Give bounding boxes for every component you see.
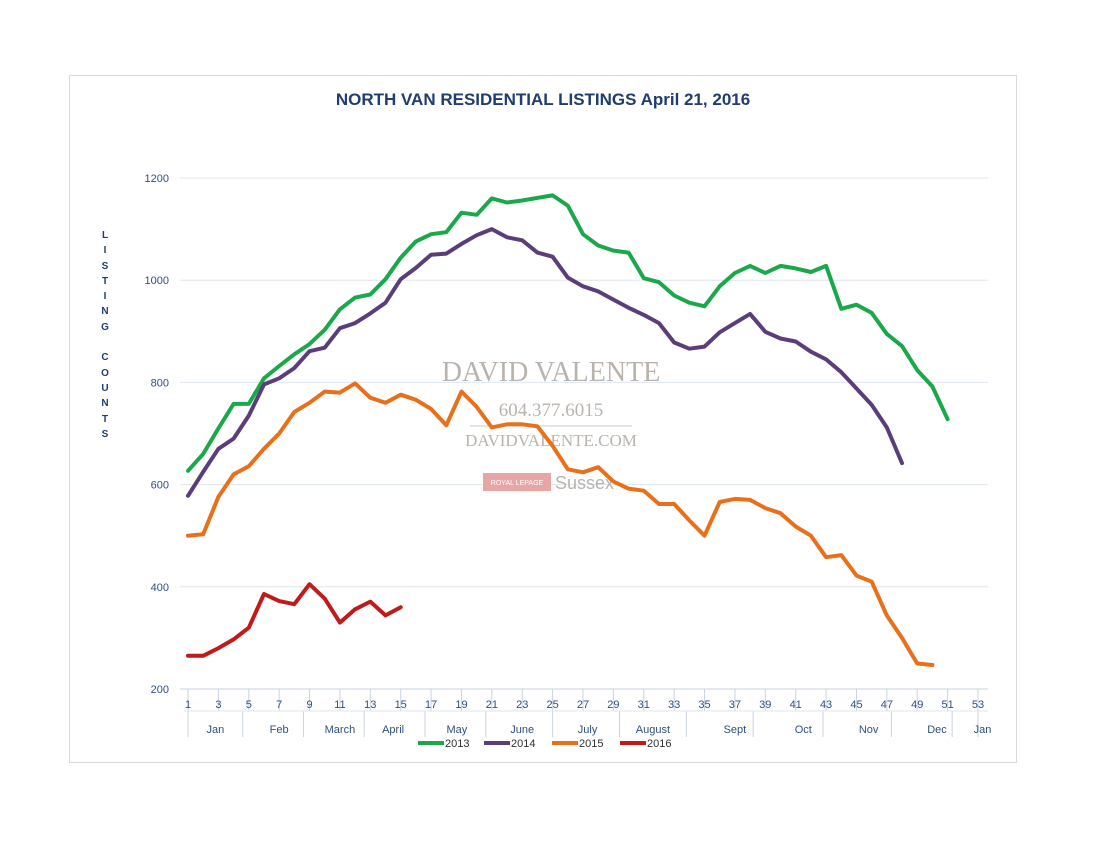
y-axis-label-letter: S xyxy=(101,428,109,440)
x-tick-label: 13 xyxy=(364,699,376,711)
x-tick-label: 45 xyxy=(850,699,862,711)
x-tick-label: 49 xyxy=(911,699,923,711)
x-tick-label: 17 xyxy=(425,699,437,711)
x-tick-label: 5 xyxy=(246,699,252,711)
y-axis-label-letter: T xyxy=(101,275,109,287)
y-axis-label-letter: C xyxy=(101,352,109,364)
y-tick-label: 400 xyxy=(151,582,169,594)
legend-label: 2013 xyxy=(445,738,469,750)
y-tick-label: 1200 xyxy=(145,173,169,185)
series-line-2013 xyxy=(186,193,950,473)
month-label: March xyxy=(325,724,356,736)
y-axis-label-letter: G xyxy=(101,321,109,333)
brand-name: Sussex xyxy=(555,473,614,493)
brand-logo-text: ROYAL LEPAGE xyxy=(491,480,544,487)
x-tick-label: 35 xyxy=(698,699,710,711)
y-axis-label-letter: S xyxy=(101,260,109,272)
y-axis-label-letter: O xyxy=(101,367,109,379)
y-tick-label: 200 xyxy=(151,684,169,696)
x-tick-label: 25 xyxy=(546,699,558,711)
chart-frame xyxy=(69,75,1017,763)
watermark-phone: 604.377.6015 xyxy=(499,400,604,421)
y-tick-label: 1000 xyxy=(145,275,169,287)
month-label: Jan xyxy=(974,724,992,736)
x-tick-label: 43 xyxy=(820,699,832,711)
x-tick-label: 39 xyxy=(759,699,771,711)
month-label: Jan xyxy=(206,724,224,736)
month-label: Sept xyxy=(724,724,747,736)
x-tick-label: 3 xyxy=(215,699,221,711)
month-label: Nov xyxy=(859,724,879,736)
y-tick-label: 600 xyxy=(151,480,169,492)
y-tick-label: 800 xyxy=(151,377,169,389)
x-tick-label: 15 xyxy=(395,699,407,711)
legend-label: 2015 xyxy=(579,738,603,750)
x-tick-label: 23 xyxy=(516,699,528,711)
watermark-name: DAVID VALENTE xyxy=(442,357,661,388)
x-tick-label: 41 xyxy=(790,699,802,711)
x-tick-label: 27 xyxy=(577,699,589,711)
y-axis-label-letter: U xyxy=(101,382,109,394)
x-tick-label: 33 xyxy=(668,699,680,711)
x-tick-label: 11 xyxy=(334,699,345,711)
series-line-2015 xyxy=(186,381,935,667)
y-axis-label-letter: N xyxy=(101,398,109,410)
x-tick-label: 31 xyxy=(638,699,650,711)
x-tick-label: 19 xyxy=(455,699,467,711)
x-tick-label: 53 xyxy=(972,699,984,711)
month-label: August xyxy=(636,724,670,736)
x-tick-label: 1 xyxy=(185,699,191,711)
x-tick-label: 51 xyxy=(941,699,953,711)
legend-label: 2016 xyxy=(647,738,671,750)
x-tick-label: 37 xyxy=(729,699,741,711)
series-line-2016 xyxy=(186,582,403,658)
series-line-2014 xyxy=(186,227,904,498)
x-tick-label: 9 xyxy=(306,699,312,711)
x-tick-label: 7 xyxy=(276,699,282,711)
y-axis-label-letter: T xyxy=(101,413,109,425)
x-tick-label: 29 xyxy=(607,699,619,711)
month-label: Feb xyxy=(270,724,289,736)
chart-title: NORTH VAN RESIDENTIAL LISTINGS April 21,… xyxy=(335,90,751,109)
month-label: June xyxy=(510,724,534,736)
month-label: Dec xyxy=(927,724,947,736)
month-label: Oct xyxy=(795,724,812,736)
y-axis-label-letter: I xyxy=(103,245,107,257)
y-axis-label-letter: I xyxy=(103,291,107,303)
x-tick-label: 21 xyxy=(486,699,498,711)
brand-logo-box xyxy=(483,473,551,491)
y-axis-label-letter: L xyxy=(101,230,109,241)
y-axis-label-letter: N xyxy=(101,306,109,318)
legend-label: 2014 xyxy=(511,738,535,750)
month-label: July xyxy=(578,724,598,736)
x-tick-label: 47 xyxy=(881,699,893,711)
month-label: April xyxy=(382,724,404,736)
month-label: May xyxy=(447,724,468,736)
